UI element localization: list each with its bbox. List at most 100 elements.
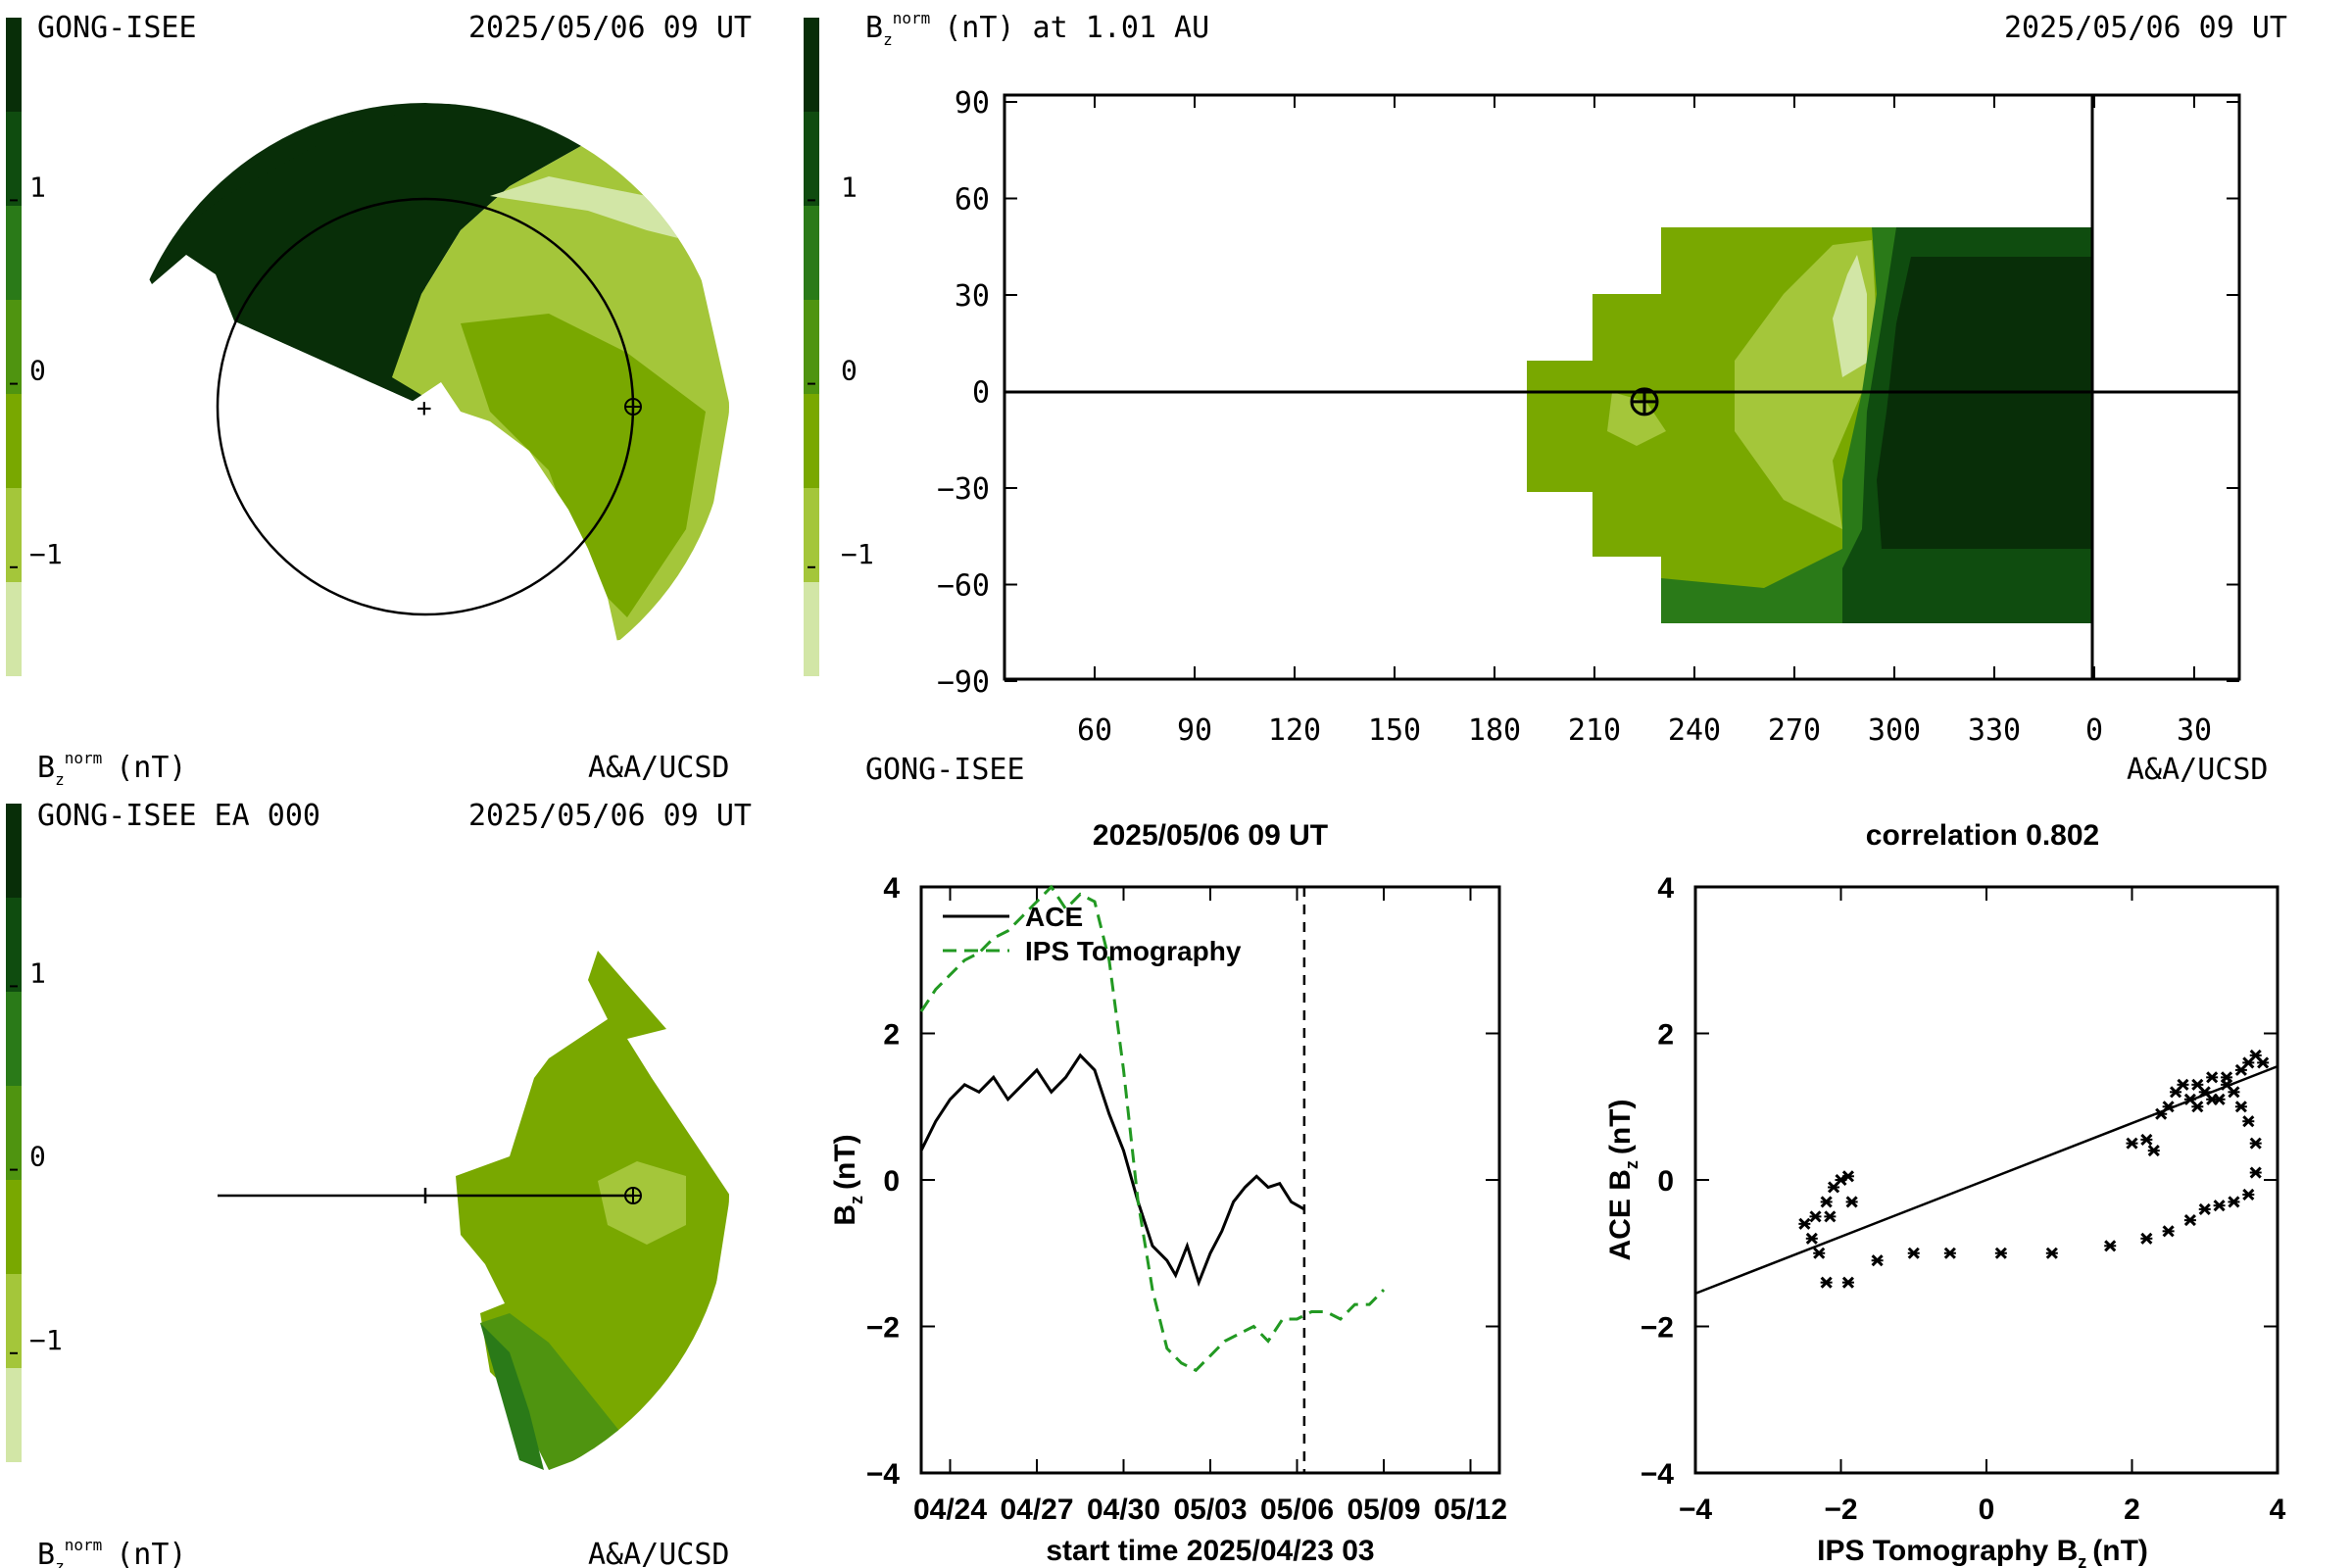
sc-point xyxy=(1994,1247,2007,1259)
sc-fit-line xyxy=(1694,1064,2278,1296)
colorbar-band xyxy=(6,804,22,898)
colorbar-tick-label: 1 xyxy=(841,171,858,203)
panel-b-unit-label: Bznorm (nT) xyxy=(37,1536,186,1568)
sc-title: correlation 0.802 xyxy=(1866,819,2099,852)
sc-point xyxy=(1805,1232,1818,1245)
map-x-tick-label: 0 xyxy=(2085,713,2103,748)
colorbar-band xyxy=(6,18,22,112)
ts-ylabel: Bz(nT) xyxy=(829,1134,866,1225)
map-earth-icon xyxy=(1630,387,1659,416)
sc-points xyxy=(1694,1049,2278,1296)
map-x-tick-label: 300 xyxy=(1868,713,1921,748)
map-frame xyxy=(1003,93,2241,681)
colorbar-band xyxy=(804,582,819,676)
colorbar-tick-label: 0 xyxy=(29,1141,46,1173)
sc-ylabel: ACE Bz(nT) xyxy=(1604,1100,1642,1261)
panel-a-credit: A&A/UCSD xyxy=(588,751,730,785)
colorbar-band xyxy=(6,206,22,300)
sc-point xyxy=(2140,1133,2153,1146)
ts-axes: 04/24 04/27 04/30 05/03 05/06 05/09 05/12 4 2 0 −2… xyxy=(866,872,1507,1526)
colorbar-band xyxy=(804,488,819,582)
map-y-tick-label: 0 xyxy=(972,376,990,411)
ts-x-tick-label: 04/27 xyxy=(1000,1494,1073,1526)
sc-point xyxy=(1841,1170,1854,1183)
colorbar-band xyxy=(6,1180,22,1274)
colorbar-left-bottom: 1 0 −1 xyxy=(6,804,63,1462)
ts-x-tick-label: 04/30 xyxy=(1087,1494,1160,1526)
panel-a-unit-label: Bznorm (nT) xyxy=(37,749,186,789)
ts-x-tick-label: 05/06 xyxy=(1260,1494,1334,1526)
sc-point xyxy=(1841,1276,1854,1289)
sc-point xyxy=(1820,1276,1833,1289)
colorbar-band xyxy=(804,18,819,112)
panel-b-source: GONG-ISEE EA 000 xyxy=(37,799,320,833)
sc-y-tick-label: −2 xyxy=(1641,1312,1674,1345)
sc-point xyxy=(2162,1101,2175,1113)
panel-a-sun-marker: + xyxy=(416,394,432,423)
map-x-tick-label: 180 xyxy=(1468,713,1521,748)
panel-b-field-shape xyxy=(456,951,729,1470)
map-y-tick-label: −60 xyxy=(937,569,990,604)
sc-point xyxy=(2242,1115,2255,1128)
sc-point xyxy=(2234,1101,2247,1113)
sc-y-tick-label: 2 xyxy=(1657,1019,1674,1052)
colorbar-band xyxy=(804,112,819,206)
sc-point xyxy=(1824,1210,1837,1223)
sc-x-tick-label: 0 xyxy=(1979,1494,1995,1526)
sc-point xyxy=(2206,1093,2219,1105)
ts-xlabel: start time 2025/04/23 03 xyxy=(1046,1535,1374,1567)
map-datetime: 2025/05/06 09 UT xyxy=(2004,11,2287,45)
map-y-axis: 90 60 30 0 −30 −60 −90 xyxy=(937,86,2239,700)
sc-point xyxy=(1943,1247,1956,1259)
map-source: GONG-ISEE xyxy=(865,753,1025,787)
map-x-tick-label: 330 xyxy=(1968,713,2021,748)
sc-point xyxy=(2126,1137,2138,1150)
sc-point xyxy=(1813,1247,1826,1259)
sc-y-tick-label: −4 xyxy=(1641,1458,1675,1491)
colorbar-tick-label: −1 xyxy=(29,1324,63,1356)
sc-point xyxy=(2213,1200,2226,1212)
colorbar-band xyxy=(6,898,22,992)
ts-series-ace xyxy=(919,1053,1305,1288)
colorbar-band xyxy=(6,1274,22,1368)
ts-title: 2025/05/06 09 UT xyxy=(1093,819,1328,852)
map-y-tick-label: 90 xyxy=(955,86,990,121)
sc-point xyxy=(1845,1196,1858,1208)
sc-point xyxy=(2140,1232,2153,1245)
colorbar-left: 1 0 −1 xyxy=(6,18,63,676)
ts-y-tick-label: 0 xyxy=(883,1165,900,1198)
map-y-tick-label: −30 xyxy=(937,472,990,507)
map-x-axis: 60 90 120 150 180 210 240 270 300 330 0 30 xyxy=(1077,95,2212,748)
colorbar-band xyxy=(6,1368,22,1462)
sc-point xyxy=(1820,1196,1833,1208)
panel-a-field-shape xyxy=(122,103,729,642)
sc-y-tick-label: 4 xyxy=(1657,872,1674,905)
sc-point xyxy=(2104,1240,2117,1252)
panel-a-datetime: 2025/05/06 09 UT xyxy=(468,11,752,45)
map-x-tick-label: 240 xyxy=(1668,713,1721,748)
map-x-tick-label: 90 xyxy=(1177,713,1212,748)
sc-point xyxy=(2198,1202,2211,1215)
panel-time-series: 2025/05/06 09 UT 04/24 04/27 04/30 05/03 05/… xyxy=(829,819,1507,1567)
colorbar-tick-label: 1 xyxy=(29,171,46,203)
map-y-tick-label: 30 xyxy=(955,279,990,314)
sc-xlabel: IPS Tomography Bz (nT) xyxy=(1817,1535,2148,1568)
sc-point xyxy=(2045,1247,2058,1259)
colorbar-tick-label: 0 xyxy=(29,355,46,387)
ts-x-tick-label: 05/03 xyxy=(1173,1494,1247,1526)
sc-x-tick-label: −2 xyxy=(1824,1494,1857,1526)
panel-b-datetime: 2025/05/06 09 UT xyxy=(468,799,752,833)
colorbar-band xyxy=(804,300,819,394)
ts-legend: ACE IPS Tomography xyxy=(943,902,1242,966)
sc-point xyxy=(2206,1071,2219,1084)
ts-legend-ips-label: IPS Tomography xyxy=(1025,936,1242,966)
panel-a-earth-icon xyxy=(624,398,642,416)
sc-axes: −4 −2 0 2 4 4 2 0 −2 −4 xyxy=(1641,872,2286,1526)
sc-point xyxy=(1907,1247,1920,1259)
ts-x-tick-label: 05/09 xyxy=(1347,1494,1420,1526)
sc-x-tick-label: 4 xyxy=(2270,1494,2286,1526)
ts-y-tick-label: 4 xyxy=(883,872,900,905)
sc-point xyxy=(2257,1056,2270,1069)
sc-point xyxy=(2147,1145,2160,1157)
ts-x-tick-label: 05/12 xyxy=(1434,1494,1507,1526)
